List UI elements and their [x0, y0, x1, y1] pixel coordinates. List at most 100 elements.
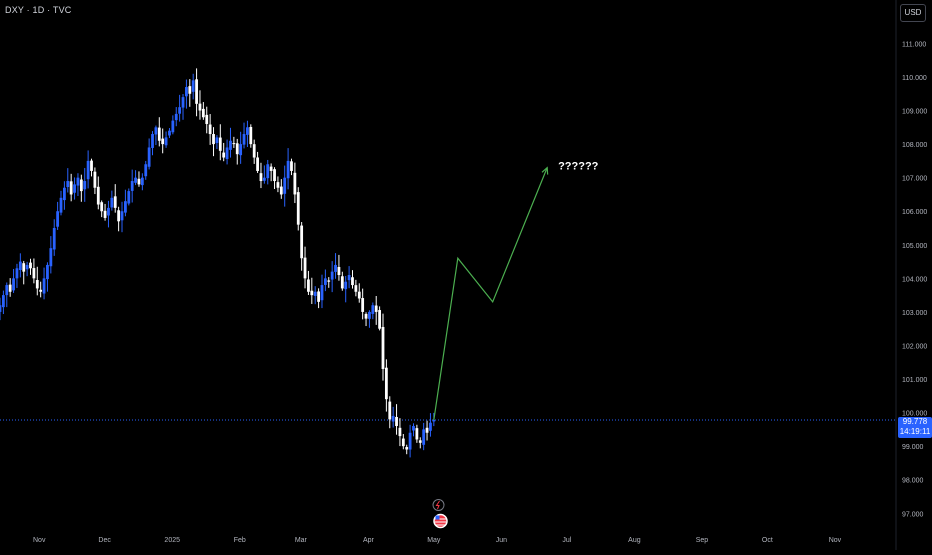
- candle: [286, 148, 290, 190]
- candle: [252, 139, 256, 164]
- candle: [317, 288, 320, 309]
- currency-button[interactable]: USD: [900, 4, 926, 22]
- candle-body: [185, 87, 188, 97]
- candle-body: [259, 173, 263, 182]
- candle-body: [161, 138, 165, 145]
- candle-body: [232, 143, 236, 145]
- candle: [154, 125, 158, 146]
- candle-body: [46, 264, 49, 280]
- candle-body: [290, 161, 293, 171]
- candle: [222, 142, 226, 162]
- candle: [429, 413, 432, 437]
- candle: [127, 188, 131, 206]
- candle: [168, 128, 171, 138]
- candle: [79, 174, 83, 202]
- candle: [232, 136, 236, 148]
- candle: [134, 170, 137, 186]
- x-tick-label: Nov: [33, 537, 46, 544]
- candle-body: [398, 427, 402, 437]
- x-tick-label: Feb: [234, 537, 246, 544]
- candle: [307, 270, 310, 296]
- y-tick-label: 98.000: [902, 478, 924, 485]
- candle-body: [157, 127, 161, 141]
- candle-body: [8, 284, 12, 292]
- candle-body: [239, 144, 243, 156]
- candle-body: [212, 134, 215, 145]
- candle: [195, 68, 198, 117]
- candle: [398, 418, 402, 447]
- us-flag-event-icon[interactable]: [433, 513, 448, 529]
- candle: [76, 173, 80, 196]
- price-axis[interactable]: 97.000 98.000 99.000 100.000 101.000 102.000 1…: [895, 0, 927, 550]
- candle: [300, 222, 304, 271]
- candle-body: [201, 108, 205, 118]
- annotation-label[interactable]: ??????: [558, 160, 599, 172]
- candle-body: [249, 126, 253, 145]
- projection-arrowhead: [541, 166, 549, 175]
- candle-body: [408, 432, 412, 450]
- candle-body: [425, 427, 429, 433]
- candle: [347, 266, 351, 289]
- projection-path[interactable]: [433, 167, 548, 421]
- candle-body: [73, 184, 76, 193]
- candle: [191, 73, 195, 100]
- candle: [351, 270, 354, 289]
- candle: [279, 179, 283, 199]
- candle-body: [283, 177, 287, 194]
- candle-body: [208, 124, 212, 135]
- candle: [378, 306, 382, 331]
- x-tick-label: Aug: [628, 537, 641, 544]
- candle: [198, 90, 202, 120]
- candle: [188, 79, 192, 107]
- y-tick-label: 107.000: [902, 176, 927, 183]
- candle: [110, 190, 114, 211]
- candle: [171, 115, 175, 135]
- candle-body: [357, 291, 361, 299]
- candle: [374, 295, 378, 325]
- candle-body: [205, 114, 209, 124]
- candle-body: [368, 311, 371, 319]
- y-tick-label: 105.000: [902, 243, 927, 250]
- candle-body: [388, 401, 392, 420]
- candle-body: [117, 210, 121, 222]
- y-tick-label: 106.000: [902, 209, 927, 216]
- candle: [269, 163, 273, 182]
- candle-body: [188, 86, 192, 94]
- candle: [239, 131, 243, 164]
- candle-body: [83, 181, 87, 190]
- candle: [5, 282, 9, 308]
- candle: [12, 268, 15, 293]
- candle: [395, 404, 398, 435]
- candle-body: [262, 177, 266, 181]
- candle-body: [96, 186, 100, 205]
- time-axis[interactable]: Nov Dec 2025 Feb Mar Apr May Jun Jul Aug Sep Oct Nov: [33, 537, 842, 544]
- candle: [83, 167, 87, 202]
- candle-body: [42, 278, 46, 294]
- candle-body: [235, 143, 239, 155]
- candle-body: [293, 172, 297, 195]
- candle: [151, 131, 154, 156]
- candle: [323, 269, 327, 292]
- y-tick-label: 110.000: [902, 75, 927, 82]
- x-tick-label: Oct: [762, 537, 773, 544]
- candle-body: [378, 310, 382, 329]
- candle-body: [303, 257, 307, 279]
- candle: [381, 313, 385, 381]
- candle: [405, 444, 409, 455]
- candle: [208, 114, 212, 145]
- candle: [107, 200, 110, 228]
- symbol-header[interactable]: DXY · 1D · TVC: [5, 5, 72, 15]
- candle: [340, 271, 344, 291]
- candle-body: [313, 291, 317, 296]
- lightning-event-icon[interactable]: [432, 499, 445, 511]
- candle: [296, 187, 300, 231]
- x-tick-label: May: [427, 537, 441, 544]
- candles-layer: [0, 68, 436, 458]
- candle-body: [330, 271, 334, 280]
- candle-body: [25, 264, 29, 270]
- candle: [56, 201, 60, 230]
- y-tick-label: 101.000: [902, 377, 927, 384]
- candle-body: [279, 186, 283, 195]
